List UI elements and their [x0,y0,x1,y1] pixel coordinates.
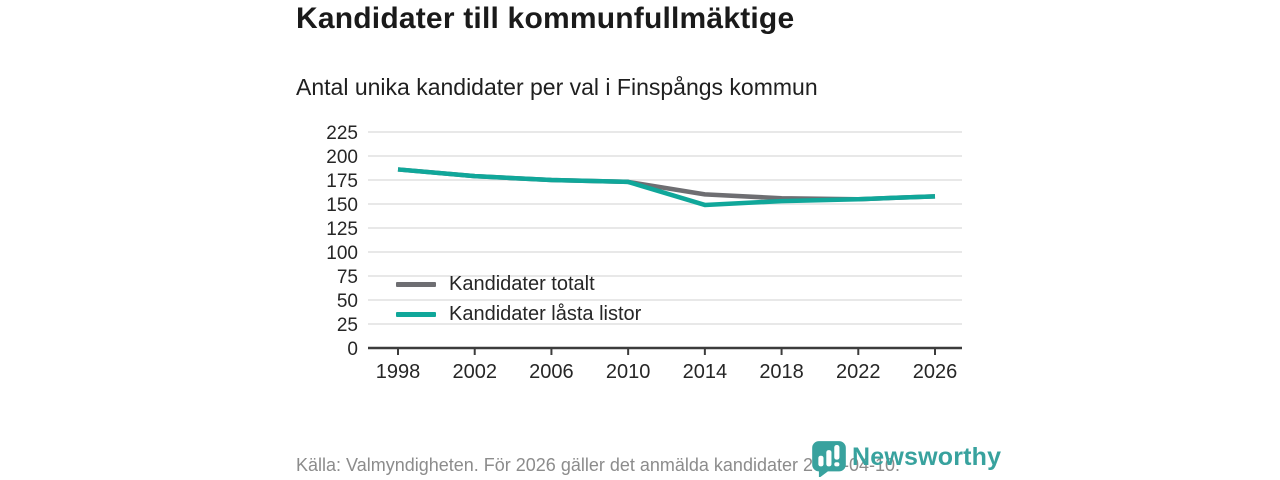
newsworthy-logo[interactable]: Newsworthy [811,440,1001,477]
svg-text:2018: 2018 [759,361,804,383]
legend-swatch-totalt [396,281,436,287]
chart-title: Kandidater till kommunfullmäktige [296,2,795,35]
svg-text:50: 50 [337,291,358,312]
svg-text:2014: 2014 [683,361,728,383]
svg-text:1998: 1998 [376,361,421,383]
newsworthy-wordmark: Newsworthy [852,443,1002,471]
chart-subtitle: Antal unika kandidater per val i Finspån… [296,74,818,100]
svg-text:2022: 2022 [836,361,881,383]
chart-legend: Kandidater totalt Kandidater låsta listo… [396,269,641,329]
svg-text:100: 100 [326,243,358,264]
svg-text:2026: 2026 [913,361,958,383]
svg-text:175: 175 [326,171,358,192]
legend-label-lasta-listor: Kandidater låsta listor [449,302,642,325]
source-note: Källa: Valmyndigheten. För 2026 gäller d… [296,455,901,475]
svg-text:225: 225 [326,123,358,144]
legend-label-totalt: Kandidater totalt [449,272,595,295]
newsworthy-icon [812,441,846,477]
svg-text:2006: 2006 [529,361,574,383]
svg-text:25: 25 [337,315,358,336]
svg-text:200: 200 [326,147,358,168]
svg-text:2002: 2002 [452,361,497,383]
svg-text:150: 150 [326,195,358,216]
svg-text:75: 75 [337,267,358,288]
legend-item-lasta-listor: Kandidater låsta listor [396,299,641,329]
legend-swatch-lasta-listor [396,311,436,317]
svg-text:125: 125 [326,219,358,240]
svg-text:2010: 2010 [606,361,651,383]
svg-text:0: 0 [347,339,358,360]
legend-item-totalt: Kandidater totalt [396,269,641,299]
